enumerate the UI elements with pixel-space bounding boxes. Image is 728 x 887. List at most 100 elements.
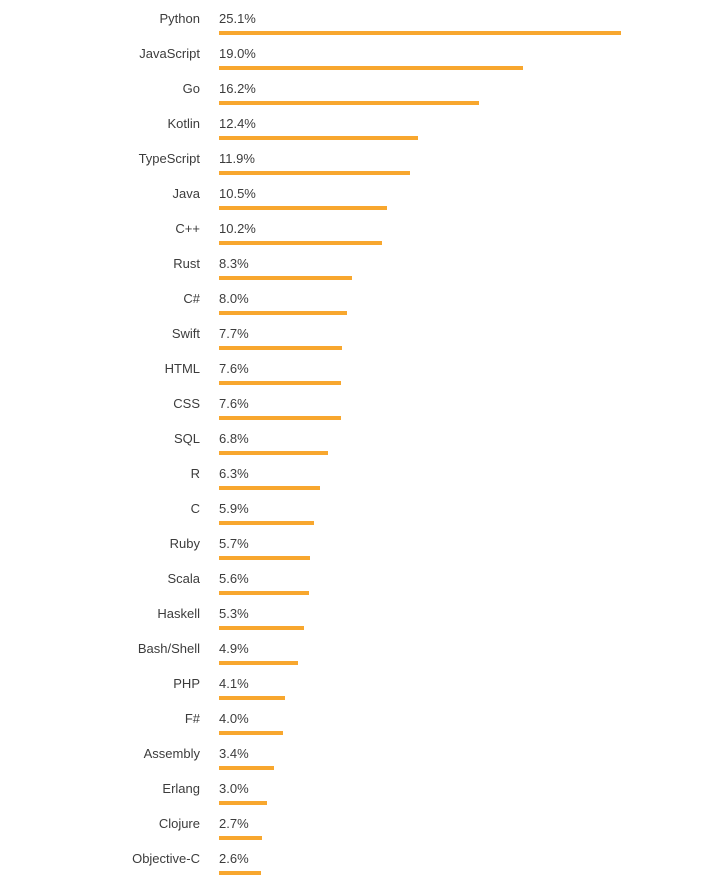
category-label: Clojure xyxy=(158,816,200,831)
category-label: CSS xyxy=(173,396,200,411)
bar-row: Python 25.1% xyxy=(0,2,728,37)
value-label: 4.1% xyxy=(219,676,249,691)
bar-row: SQL 6.8% xyxy=(0,422,728,457)
value-label: 5.3% xyxy=(219,606,249,621)
bar-row: Assembly 3.4% xyxy=(0,737,728,772)
bar xyxy=(219,836,263,840)
bar xyxy=(219,416,341,420)
value-label: 2.7% xyxy=(219,816,249,831)
value-label: 2.6% xyxy=(219,851,249,866)
bar xyxy=(219,696,285,700)
bar xyxy=(219,556,311,560)
bar-row: C 5.9% xyxy=(0,492,728,527)
bar-row: C# 8.0% xyxy=(0,282,728,317)
category-label: Ruby xyxy=(169,536,200,551)
value-label: 3.0% xyxy=(219,781,249,796)
category-label: Swift xyxy=(171,326,200,341)
value-label: 10.5% xyxy=(219,186,256,201)
category-label: Objective-C xyxy=(132,851,200,866)
bar-row: Ruby 5.7% xyxy=(0,527,728,562)
bar xyxy=(219,241,383,245)
bar-row: Swift 7.7% xyxy=(0,317,728,352)
category-label: Assembly xyxy=(143,746,200,761)
bar xyxy=(219,521,314,525)
bar xyxy=(219,381,341,385)
bar xyxy=(219,136,418,140)
bar-row: Erlang 3.0% xyxy=(0,772,728,807)
bar-row: Objective-C 2.6% xyxy=(0,842,728,877)
category-label: Haskell xyxy=(157,606,200,621)
bar-row: PHP 4.1% xyxy=(0,667,728,702)
value-label: 25.1% xyxy=(219,11,256,26)
bar xyxy=(219,731,284,735)
bar xyxy=(219,66,524,70)
category-label: JavaScript xyxy=(139,46,200,61)
bar-row: Rust 8.3% xyxy=(0,247,728,282)
value-label: 6.3% xyxy=(219,466,249,481)
bar xyxy=(219,871,261,875)
bar xyxy=(219,766,274,770)
bar-row: C++ 10.2% xyxy=(0,212,728,247)
bar-row: Go 16.2% xyxy=(0,72,728,107)
value-label: 7.6% xyxy=(219,361,249,376)
bar-row: HTML 7.6% xyxy=(0,352,728,387)
bar xyxy=(219,276,352,280)
bar xyxy=(219,486,320,490)
category-label: TypeScript xyxy=(138,151,200,166)
bar xyxy=(219,626,304,630)
category-label: Rust xyxy=(173,256,200,271)
bar-row: Bash/Shell 4.9% xyxy=(0,632,728,667)
value-label: 3.4% xyxy=(219,746,249,761)
bar-row: Haskell 5.3% xyxy=(0,597,728,632)
bar xyxy=(219,206,388,210)
bar-row: Scala 5.6% xyxy=(0,562,728,597)
bar xyxy=(219,101,479,105)
value-label: 6.8% xyxy=(219,431,249,446)
value-label: 5.9% xyxy=(219,501,249,516)
bar-row: R 6.3% xyxy=(0,457,728,492)
value-label: 11.9% xyxy=(219,151,255,166)
bar xyxy=(219,801,267,805)
category-label: SQL xyxy=(173,431,200,446)
bar-row: JavaScript 19.0% xyxy=(0,37,728,72)
value-label: 19.0% xyxy=(219,46,256,61)
bar xyxy=(219,591,309,595)
category-label: C xyxy=(190,501,200,516)
value-label: 12.4% xyxy=(219,116,256,131)
value-label: 16.2% xyxy=(219,81,256,96)
bar xyxy=(219,346,343,350)
value-label: 5.6% xyxy=(219,571,249,586)
category-label: Java xyxy=(172,186,200,201)
bar xyxy=(219,31,621,35)
bar xyxy=(219,171,410,175)
bar-row: F# 4.0% xyxy=(0,702,728,737)
value-label: 10.2% xyxy=(219,221,256,236)
category-label: PHP xyxy=(173,676,200,691)
bar-row: Java 10.5% xyxy=(0,177,728,212)
category-label: Go xyxy=(182,81,200,96)
category-label: R xyxy=(190,466,200,481)
category-label: Python xyxy=(159,11,200,26)
bar-row: Kotlin 12.4% xyxy=(0,107,728,142)
category-label: Erlang xyxy=(162,781,200,796)
bar xyxy=(219,451,328,455)
value-label: 7.6% xyxy=(219,396,249,411)
value-label: 7.7% xyxy=(219,326,249,341)
value-label: 5.7% xyxy=(219,536,249,551)
bar xyxy=(219,311,348,315)
bar-row: TypeScript 11.9% xyxy=(0,142,728,177)
value-label: 8.0% xyxy=(219,291,249,306)
category-label: Bash/Shell xyxy=(137,641,200,656)
category-label: HTML xyxy=(164,361,200,376)
value-label: 4.9% xyxy=(219,641,249,656)
category-label: C# xyxy=(183,291,200,306)
category-label: C++ xyxy=(175,221,200,236)
value-label: 8.3% xyxy=(219,256,249,271)
category-label: Kotlin xyxy=(167,116,200,131)
category-label: Scala xyxy=(167,571,200,586)
category-label: F# xyxy=(184,711,200,726)
value-label: 4.0% xyxy=(219,711,249,726)
bar-row: CSS 7.6% xyxy=(0,387,728,422)
bar-row: Clojure 2.7% xyxy=(0,807,728,842)
